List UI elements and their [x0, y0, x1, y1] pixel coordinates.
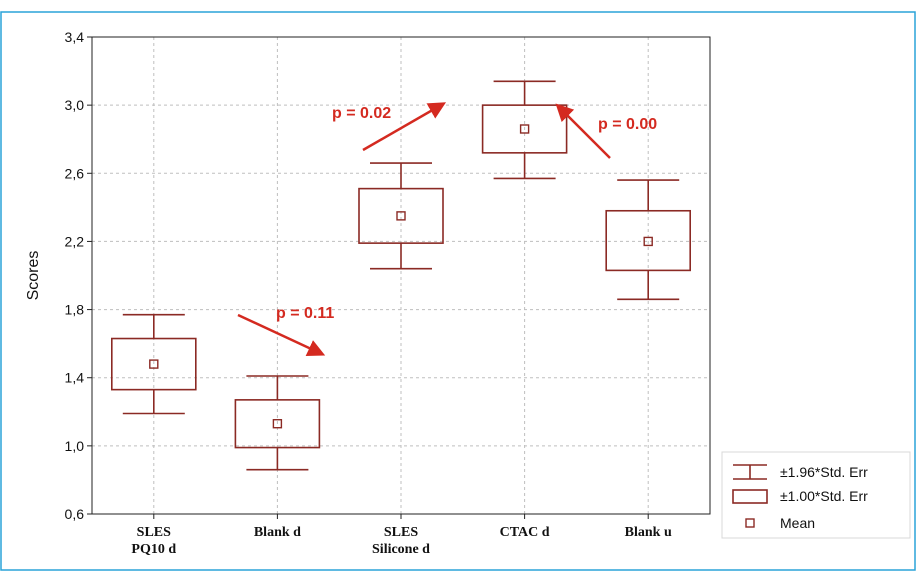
x-category-label: CTAC d: [500, 525, 550, 540]
y-tick-label: 0,6: [65, 506, 85, 522]
x-category-label-line: PQ10 d: [131, 542, 176, 557]
category-group: [111, 313, 197, 415]
x-category-label-line: SLES: [384, 525, 418, 540]
y-tick-label: 2,6: [65, 165, 85, 181]
mean-marker: [149, 359, 159, 369]
legend-item-mean: Mean: [745, 515, 815, 531]
annotations: p = 0.11 p = 0.02 p = 0.00: [237, 102, 657, 357]
x-category-label: SLES Silicone d: [372, 525, 430, 557]
se-box: [605, 209, 692, 272]
se-box: [111, 337, 197, 391]
arrow-3: [555, 103, 611, 159]
se-box: [358, 187, 444, 244]
mean-marker: [272, 419, 283, 429]
arrow-1: [237, 313, 326, 357]
legend-item-box: ±1.00*Std. Err: [732, 488, 868, 504]
series-boxes: [111, 80, 692, 471]
arrow-2: [362, 102, 447, 152]
y-tick-label: 1,8: [65, 302, 85, 318]
category-group: [605, 179, 692, 301]
x-category-label-line: Silicone d: [372, 542, 430, 557]
plot-area: [91, 36, 711, 515]
x-category-label-line: Blank u: [625, 525, 672, 540]
y-axis: 0,6 1,0 1,4 1,8 2,2 2,6 3,0 3,4: [65, 29, 92, 522]
x-category-label-line: SLES: [137, 525, 171, 540]
legend-item-whisker: ±1.96*Std. Err: [733, 464, 868, 480]
category-group: [234, 375, 321, 471]
legend-box-swatch: [732, 489, 768, 504]
x-category-label: Blank d: [254, 525, 301, 540]
p-value-label-3: p = 0.00: [598, 116, 657, 133]
se-box: [481, 104, 568, 154]
category-group: [358, 162, 444, 270]
y-tick-label: 1,0: [65, 438, 85, 454]
legend-label-mean: Mean: [780, 515, 815, 531]
y-tick-label: 1,4: [65, 370, 85, 386]
category-group: [481, 80, 568, 180]
legend-label-whisker: ±1.96*Std. Err: [780, 464, 868, 480]
x-category-label-line: Blank d: [254, 525, 301, 540]
y-tick-label: 3,0: [65, 97, 85, 113]
se-box: [234, 399, 321, 449]
y-axis-label: Scores: [25, 251, 42, 301]
legend: ±1.96*Std. Err ±1.00*Std. Err Mean: [721, 451, 911, 539]
legend-label-box: ±1.00*Std. Err: [780, 488, 868, 504]
mean-marker: [519, 124, 530, 134]
mean-marker: [643, 236, 653, 247]
p-value-label-1: p = 0.11: [276, 305, 334, 322]
y-tick-label: 2,2: [65, 233, 85, 249]
p-value-label-2: p = 0.02: [332, 105, 391, 122]
grid-lines: [92, 37, 710, 514]
x-category-label: Blank u: [625, 525, 672, 540]
y-tick-label: 3,4: [65, 29, 85, 45]
x-category-label-line: CTAC d: [500, 525, 550, 540]
mean-marker: [396, 211, 406, 221]
x-category-label: SLES PQ10 d: [131, 525, 176, 557]
outer-border: [0, 11, 916, 571]
x-axis: SLES PQ10 d Blank d SLES Silicone d CTAC d Bla…: [131, 514, 672, 557]
legend-mean-marker: [745, 518, 755, 528]
